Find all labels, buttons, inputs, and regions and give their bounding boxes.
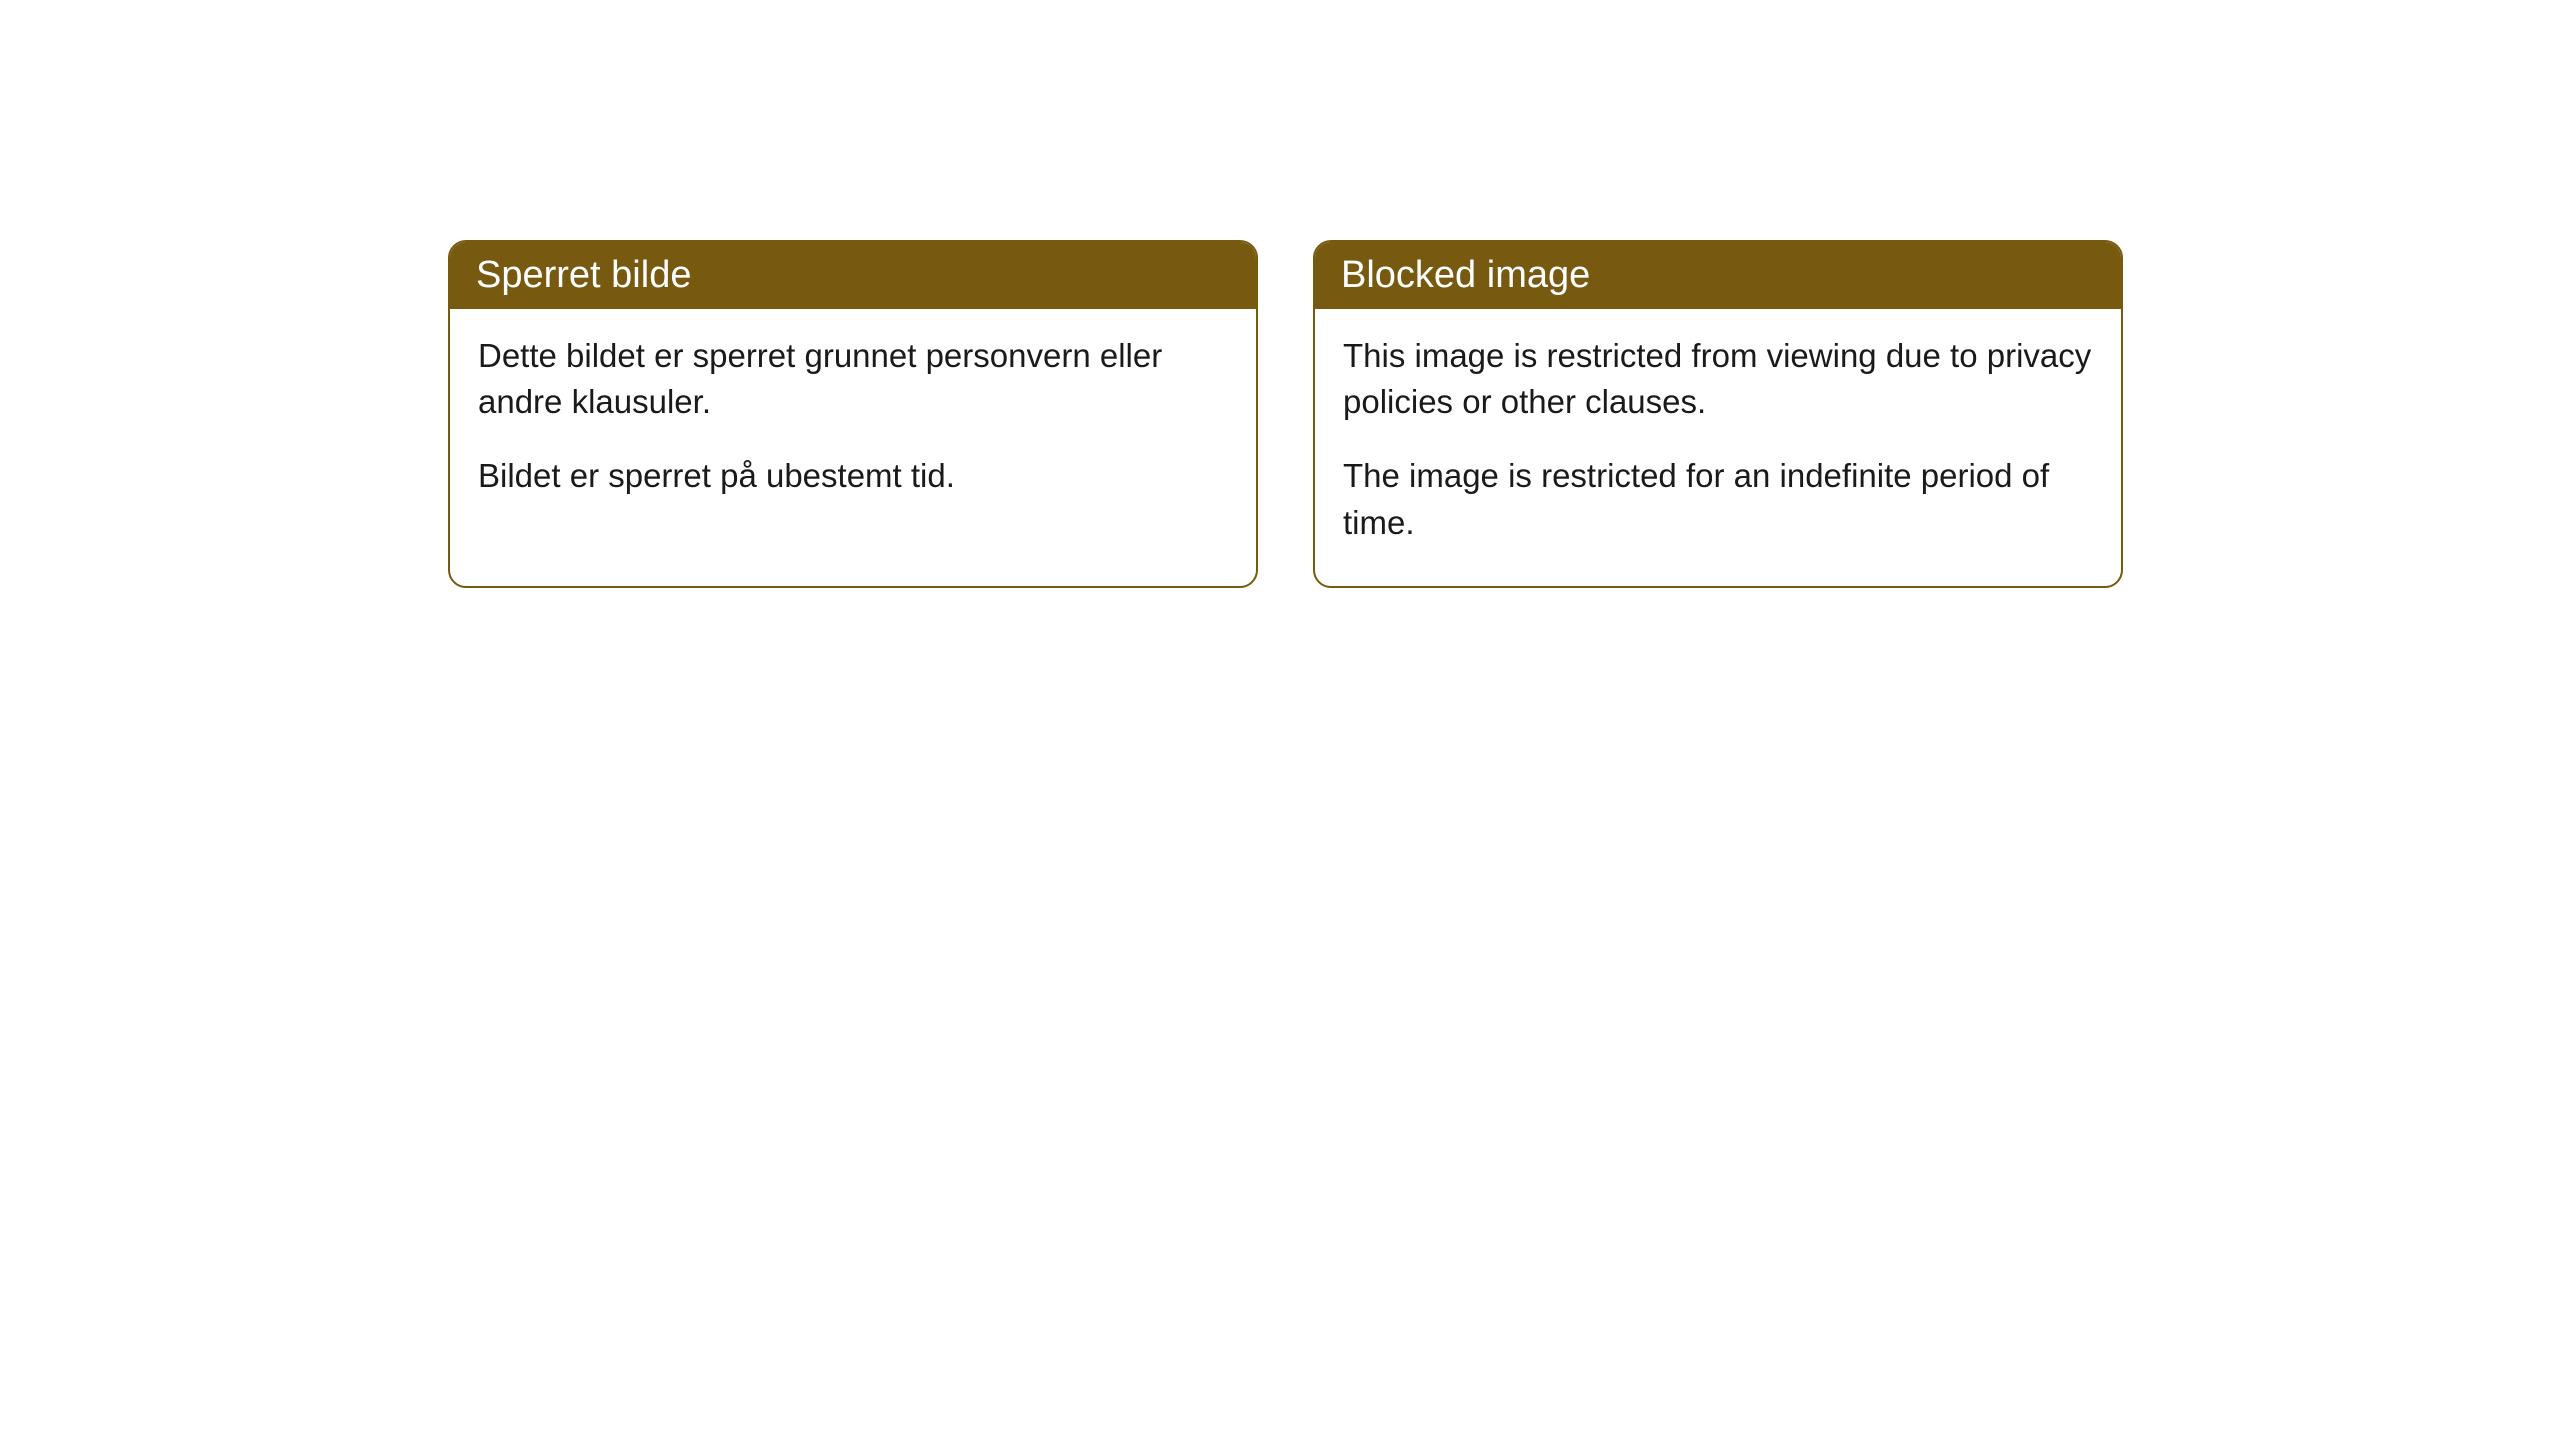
card-header-english: Blocked image	[1315, 242, 2121, 309]
card-title: Blocked image	[1341, 254, 1590, 296]
notice-cards-container: Sperret bilde Dette bildet er sperret gr…	[448, 240, 2123, 588]
card-paragraph: The image is restricted for an indefinit…	[1343, 453, 2093, 545]
card-header-norwegian: Sperret bilde	[450, 242, 1256, 309]
card-paragraph: Bildet er sperret på ubestemt tid.	[478, 453, 1228, 499]
notice-card-norwegian: Sperret bilde Dette bildet er sperret gr…	[448, 240, 1258, 588]
card-title: Sperret bilde	[476, 254, 691, 296]
card-body-english: This image is restricted from viewing du…	[1315, 309, 2121, 586]
card-paragraph: This image is restricted from viewing du…	[1343, 333, 2093, 425]
card-body-norwegian: Dette bildet er sperret grunnet personve…	[450, 309, 1256, 540]
notice-card-english: Blocked image This image is restricted f…	[1313, 240, 2123, 588]
card-paragraph: Dette bildet er sperret grunnet personve…	[478, 333, 1228, 425]
